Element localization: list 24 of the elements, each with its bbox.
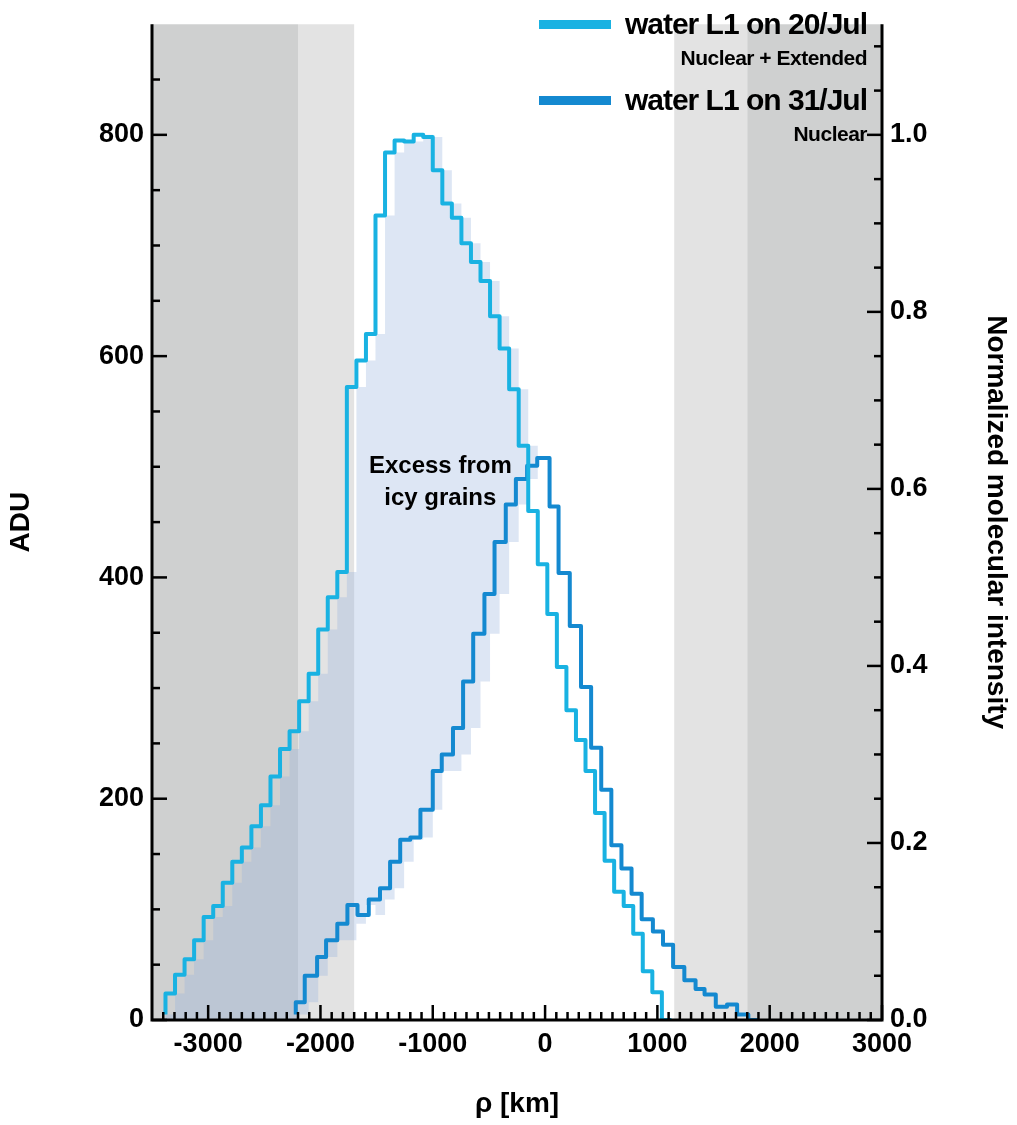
annotation: Nuclear: [792, 122, 867, 146]
x-tick-label: 1000: [627, 1027, 688, 1058]
y-tick-label: 200: [98, 782, 144, 813]
y-tick-label: 0: [128, 1003, 144, 1034]
legend-label: water L1 on 31/Jul: [624, 82, 867, 118]
y2-tick-label: 0.4: [890, 649, 928, 680]
y-tick-label: 400: [98, 560, 144, 591]
x-tick-label: -1000: [398, 1027, 468, 1058]
y2-tick-label: 0.8: [890, 295, 928, 326]
y2-tick-label: 1.0: [890, 118, 928, 149]
x-tick-label: -2000: [285, 1027, 355, 1058]
legend-label: water L1 on 20/Jul: [624, 6, 867, 42]
x-axis-title: ρ [km]: [474, 1086, 560, 1118]
y2-axis-title: Normalized molecular intensity: [982, 315, 1014, 730]
annotation: Nuclear + Extended: [679, 46, 867, 70]
y2-tick-label: 0.2: [890, 826, 928, 857]
y2-tick-label: 0.6: [890, 472, 928, 503]
y-tick-label: 600: [98, 339, 144, 370]
x-tick-label: 2000: [739, 1027, 800, 1058]
annotation: Excess from icy grains: [368, 450, 512, 510]
x-tick-label: 0: [537, 1027, 553, 1058]
x-tick-label: -3000: [173, 1027, 243, 1058]
y-axis-title: ADU: [3, 491, 35, 553]
y-tick-label: 800: [98, 118, 144, 149]
